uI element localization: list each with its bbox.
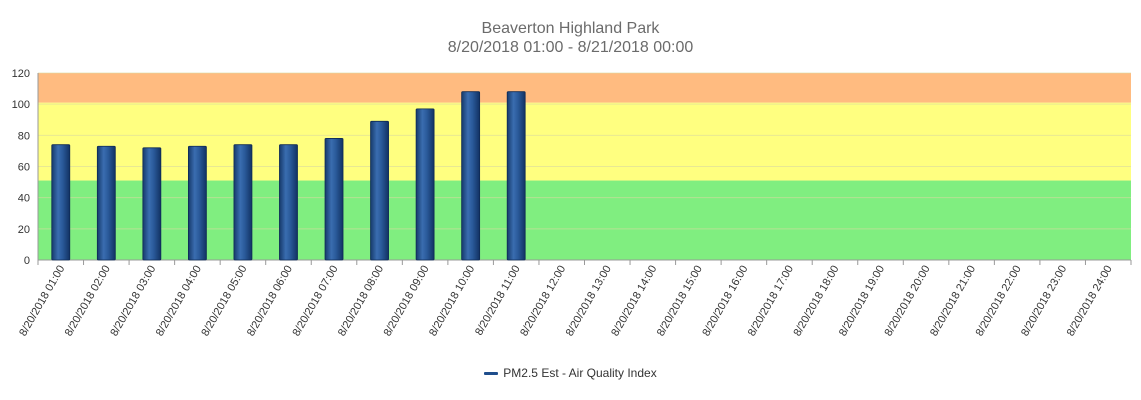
x-tick-label: 8/20/2018 16:00: [700, 264, 750, 339]
bar: [506, 91, 526, 261]
x-tick-label: 8/20/2018 14:00: [609, 264, 659, 339]
x-tick-label: 8/20/2018 23:00: [1019, 264, 1069, 339]
legend-swatch: [484, 372, 499, 376]
y-tick-label: 40: [18, 193, 30, 205]
x-tick-label: 8/20/2018 21:00: [928, 264, 978, 339]
y-tick-label: 60: [18, 162, 30, 174]
x-tick-label: 8/20/2018 01:00: [17, 264, 67, 339]
y-tick-label: 80: [18, 130, 30, 142]
x-tick-label: 8/20/2018 13:00: [564, 264, 614, 339]
y-tick-label: 100: [12, 99, 30, 111]
x-tick-label: 8/20/2018 18:00: [791, 264, 841, 339]
x-tick-label: 8/20/2018 04:00: [154, 264, 204, 339]
chart-subtitle: 8/20/2018 01:00 - 8/21/2018 00:00: [447, 39, 694, 56]
bar: [324, 138, 344, 261]
bar: [279, 144, 298, 261]
chart-title: Beaverton Highland Park: [481, 20, 660, 37]
x-tick-label: 8/20/2018 24:00: [1065, 264, 1115, 339]
aqi-band-1: [38, 102, 1131, 181]
bar: [461, 91, 481, 261]
y-tick-label: 0: [24, 255, 30, 267]
x-tick-label: 8/20/2018 08:00: [336, 264, 386, 339]
legend[interactable]: PM2.5 Est - Air Quality Index: [0, 366, 1141, 380]
bar: [233, 144, 253, 261]
x-tick-label: 8/20/2018 06:00: [245, 264, 295, 339]
x-tick-label: 8/20/2018 03:00: [108, 264, 158, 339]
legend-label: PM2.5 Est - Air Quality Index: [503, 366, 657, 380]
x-tick-label: 8/20/2018 11:00: [473, 264, 523, 338]
x-tick-label: 8/20/2018 17:00: [746, 264, 796, 339]
bar: [415, 108, 435, 261]
y-tick-label: 120: [12, 68, 30, 80]
x-tick-label: 8/20/2018 22:00: [974, 263, 1024, 338]
x-tick-label: 8/20/2018 15:00: [655, 264, 705, 339]
x-tick-label: 8/20/2018 10:00: [427, 264, 477, 339]
x-tick-label: 8/20/2018 07:00: [290, 264, 340, 339]
bar: [51, 144, 71, 261]
bar: [370, 120, 389, 261]
x-tick-label: 8/20/2018 20:00: [883, 264, 933, 339]
bar: [142, 147, 162, 261]
bar: [96, 145, 116, 261]
aqi-band-0: [38, 180, 1131, 260]
x-tick-label: 8/20/2018 05:00: [199, 264, 249, 339]
bar: [187, 145, 207, 261]
x-tick-label: 8/20/2018 12:00: [518, 264, 568, 339]
x-tick-label: 8/20/2018 02:00: [63, 264, 113, 339]
x-tick-label: 8/20/2018 09:00: [382, 264, 432, 339]
aqi-band-2: [38, 73, 1131, 103]
y-tick-label: 20: [18, 224, 30, 236]
x-tick-label: 8/20/2018 19:00: [837, 264, 887, 339]
